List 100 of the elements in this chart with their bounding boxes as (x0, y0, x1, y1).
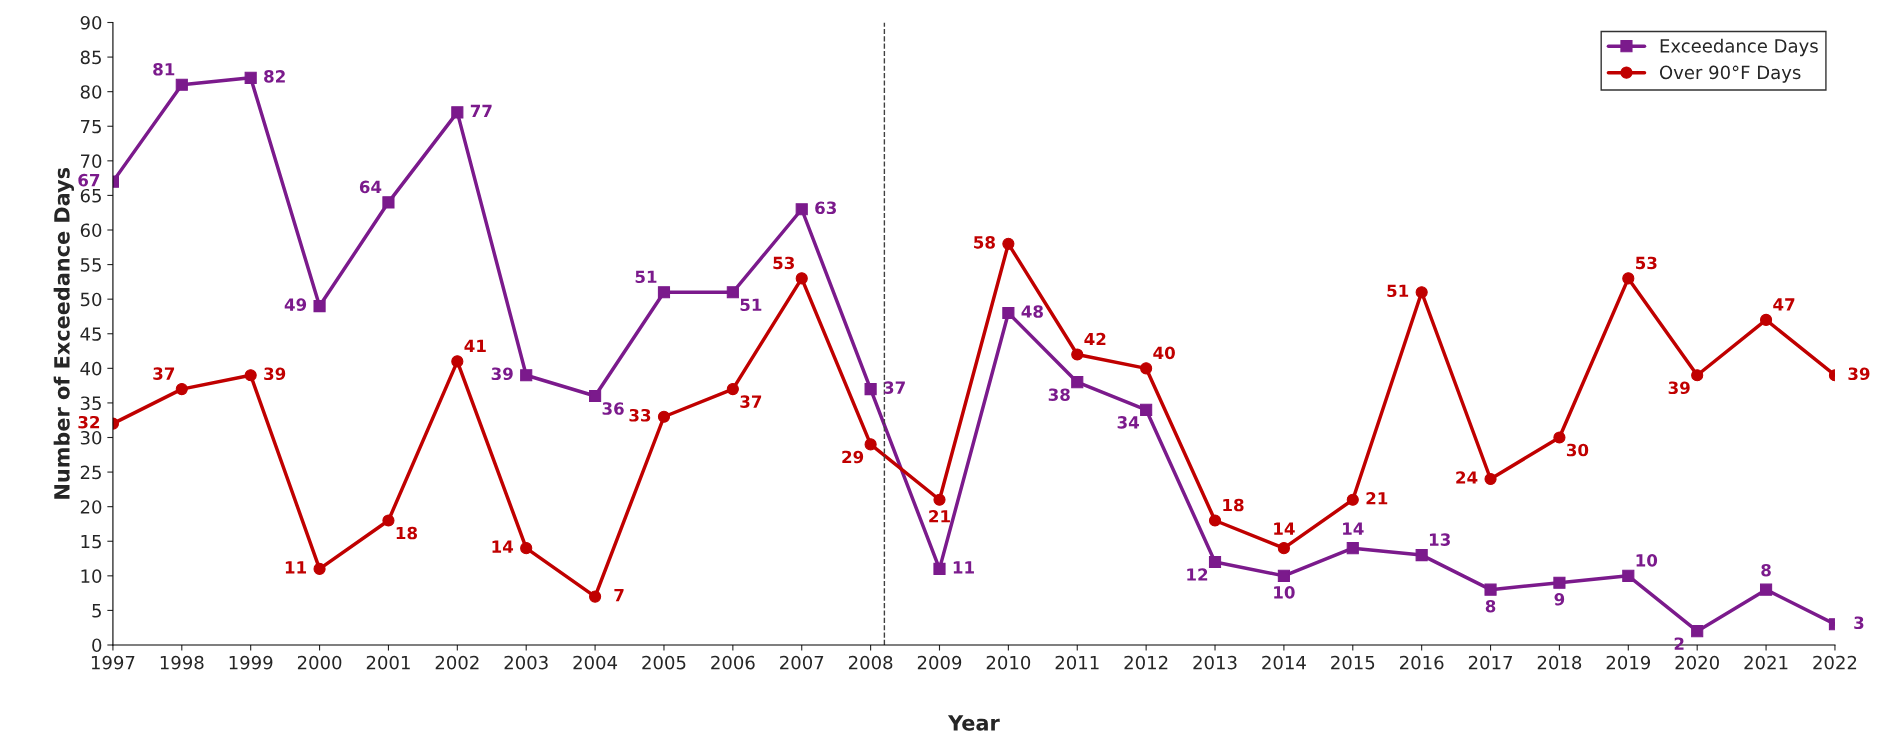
point (520, 542, 533, 555)
point (175, 383, 188, 396)
data-label: 8 (1485, 599, 1496, 613)
point (864, 383, 877, 396)
y-tick-label: 70 (81, 154, 102, 168)
data-label: 81 (153, 62, 175, 76)
point (244, 369, 257, 382)
data-label: 13 (1429, 533, 1450, 546)
x-tick-label: 2002 (435, 655, 479, 670)
point (1415, 286, 1428, 299)
point (1691, 369, 1704, 382)
data-label: 21 (1366, 491, 1388, 505)
x-tick-label: 2003 (504, 655, 548, 670)
y-tick-label: 10 (81, 569, 102, 583)
point (1622, 569, 1635, 582)
point (313, 300, 326, 313)
data-label: 36 (602, 402, 624, 415)
point (1346, 493, 1359, 506)
y-tick-label: 90 (80, 15, 102, 30)
data-label: 51 (740, 298, 762, 312)
data-label: 30 (1566, 443, 1589, 457)
x-tick-label: 2009 (917, 655, 962, 670)
y-tick-label: 65 (80, 188, 101, 203)
y-tick-label: 75 (81, 119, 101, 134)
data-label: 10 (1636, 554, 1658, 567)
point (589, 389, 602, 403)
point (520, 369, 533, 382)
point (382, 196, 395, 209)
y-tick-label: 60 (80, 223, 102, 238)
data-label: 37 (740, 395, 762, 408)
x-tick-label: 2016 (1400, 655, 1444, 670)
x-tick-label: 2001 (366, 655, 410, 670)
data-label: 32 (78, 415, 100, 429)
point (1484, 472, 1497, 486)
y-tick-label: 0 (92, 638, 102, 653)
data-label: 39 (491, 367, 513, 381)
point (451, 355, 464, 368)
point (175, 78, 188, 91)
data-label: 51 (1387, 284, 1409, 298)
y-tick-label: 20 (80, 500, 102, 514)
point (1071, 376, 1084, 389)
data-label: 41 (464, 339, 486, 353)
data-label: 47 (1773, 298, 1795, 311)
x-tick-label: 2013 (1193, 655, 1237, 670)
data-label: 39 (264, 367, 286, 381)
data-label: 14 (1343, 522, 1364, 535)
y-tick-label: 30 (80, 430, 102, 445)
y-tick-label: 25 (80, 465, 101, 480)
point (933, 493, 946, 506)
data-label: 37 (153, 367, 175, 380)
y-axis-title: Number of Exceedance Days (53, 167, 74, 499)
x-tick-label: 2018 (1537, 655, 1582, 670)
x-tick-label: 2012 (1124, 655, 1168, 670)
data-label: 24 (1456, 471, 1478, 484)
x-tick-label: 2000 (297, 655, 342, 670)
x-tick-label: 2014 (1262, 655, 1306, 670)
point (1140, 362, 1153, 375)
point (795, 272, 808, 285)
data-label: 51 (635, 270, 657, 284)
data-label: 18 (1223, 498, 1244, 512)
data-label: 7 (614, 589, 624, 602)
data-label: 37 (884, 381, 905, 394)
y-tick-label: 85 (80, 50, 101, 65)
data-label: 49 (284, 298, 307, 311)
point (1002, 237, 1015, 250)
y-tick-label: 55 (80, 258, 101, 272)
point (1759, 583, 1773, 596)
y-tick-label: 40 (80, 361, 102, 376)
data-label: 10 (1274, 586, 1295, 599)
data-label: 53 (773, 256, 794, 270)
x-tick-label: 2022 (1813, 655, 1857, 670)
data-label: 58 (974, 236, 995, 249)
data-label: 63 (815, 201, 836, 215)
x-tick-label: 2017 (1468, 655, 1512, 670)
y-tick-label: 35 (80, 396, 101, 411)
point (244, 71, 257, 84)
point (933, 562, 946, 575)
data-label: 38 (1048, 388, 1070, 401)
point (1002, 306, 1015, 320)
point (1346, 542, 1359, 555)
point (1140, 403, 1153, 416)
x-tick-label: 2005 (642, 655, 686, 670)
point (1759, 313, 1773, 326)
y-tick-label: 80 (80, 85, 102, 99)
point (657, 286, 671, 299)
x-tick-label: 2015 (1331, 655, 1375, 670)
data-label: 39 (1668, 381, 1690, 395)
point (382, 514, 395, 527)
data-label: 48 (1021, 305, 1043, 318)
x-tick-label: 2008 (848, 655, 893, 670)
point (1553, 576, 1566, 589)
x-tick-label: 1999 (229, 655, 273, 670)
x-tick-label: 2007 (780, 655, 824, 670)
data-label: 14 (1274, 522, 1295, 535)
data-label: 18 (396, 526, 418, 540)
point (451, 106, 464, 119)
data-label: 67 (78, 173, 100, 187)
point (1208, 514, 1222, 527)
data-label: 33 (629, 408, 651, 422)
y-tick-label: 45 (80, 327, 101, 341)
